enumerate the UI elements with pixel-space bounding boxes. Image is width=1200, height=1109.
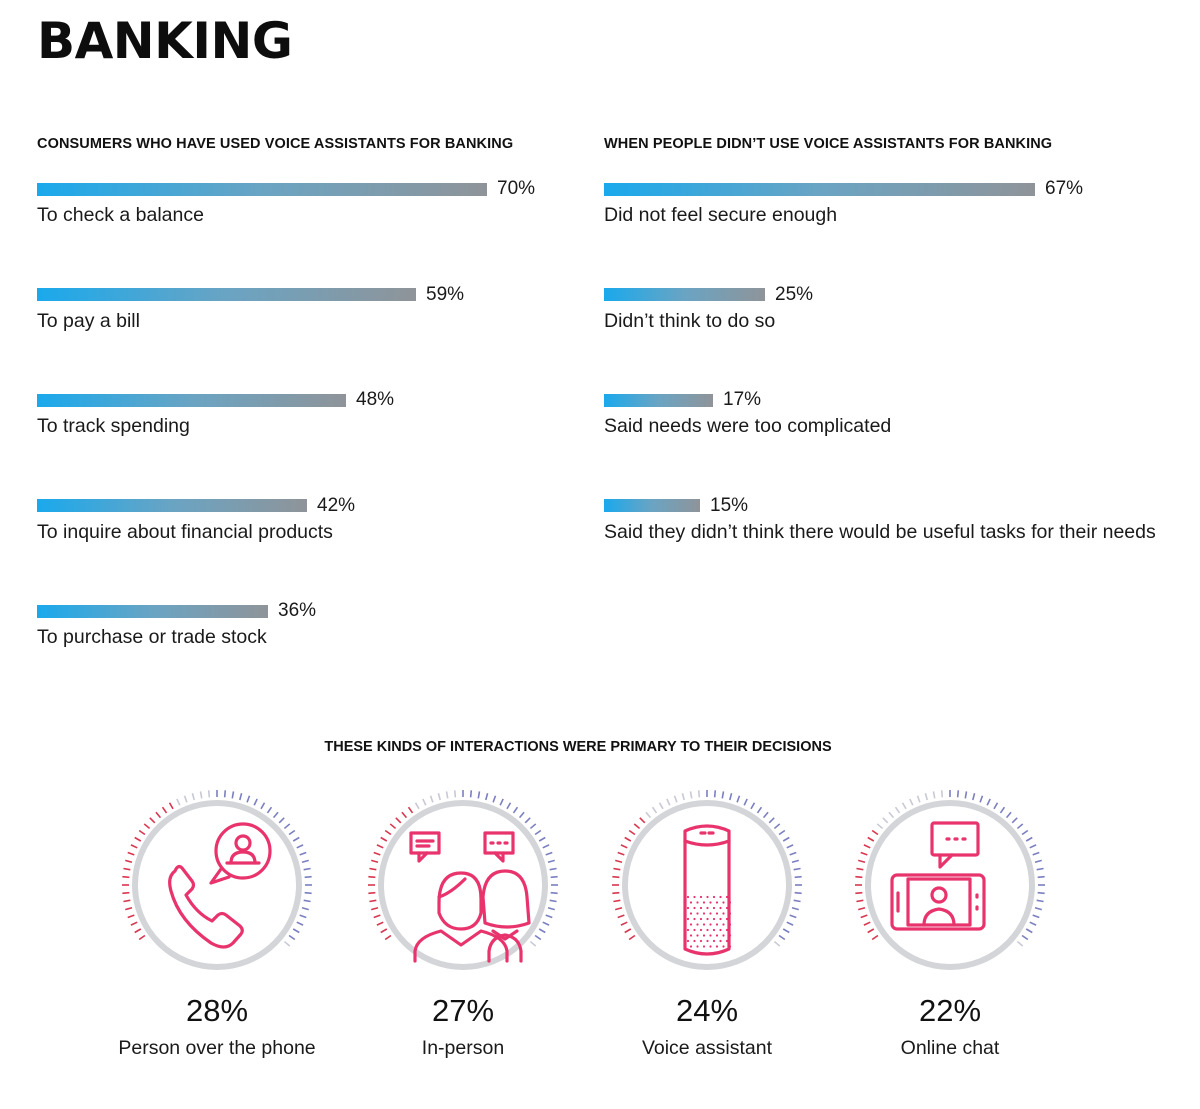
gauge-value-label: 22% <box>918 993 982 1028</box>
gauge-category-label: Online chat <box>900 1037 1000 1059</box>
interaction-gauge: 24% Voice assistant <box>607 785 807 1075</box>
used-row: 36% To purchase or trade stock <box>37 600 557 706</box>
gauge-ring <box>378 800 548 970</box>
used-category-label: To inquire about financial products <box>37 520 333 543</box>
phone-contact-icon <box>168 822 272 949</box>
not-used-row: 17% Said needs were too complicated <box>604 389 1194 495</box>
not-used-bar <box>604 182 1035 196</box>
not-used-value-label: 17% <box>723 389 762 410</box>
page-title: BANKING <box>37 12 293 70</box>
used-bar <box>37 499 307 512</box>
not-used-row: 15% Said they didn’t think there would be… <box>604 495 1194 601</box>
gauge-category-label: In-person <box>421 1037 505 1059</box>
interaction-gauge: 27% In-person <box>363 785 563 1075</box>
left-chart-title: CONSUMERS WHO HAVE USED VOICE ASSISTANTS… <box>37 136 514 152</box>
used-bar <box>37 604 268 618</box>
used-value-label: 59% <box>426 283 465 305</box>
gauge-ticks <box>855 790 1045 947</box>
not-used-bar-line: 67% <box>604 178 1194 200</box>
not-used-bar-line: 25% <box>604 284 1194 306</box>
gauge-value-label: 27% <box>431 993 495 1028</box>
used-chart: 70% To check a balance 59% To pay a bill 48%… <box>37 178 557 706</box>
gauge-ring <box>622 800 792 970</box>
smart-speaker-icon <box>683 824 732 956</box>
interactions-title: THESE KINDS OF INTERACTIONS WERE PRIMARY… <box>324 739 832 755</box>
not-used-category-label: Said needs were too complicated <box>604 415 892 437</box>
used-bar-line: 70% <box>37 178 557 200</box>
gauge-ticks <box>612 790 802 947</box>
used-category-label: To track spending <box>37 415 190 437</box>
used-row: 42% To inquire about financial products <box>37 495 557 601</box>
interactions-gauges: 28% Person over the phone 27% In-person 24% V… <box>0 785 1200 1085</box>
used-value-label: 42% <box>317 494 356 516</box>
gauge-category-label: Person over the phone <box>118 1037 316 1059</box>
gauge-svg <box>122 790 312 970</box>
interaction-gauge: 28% Person over the phone <box>117 785 317 1075</box>
not-used-value-label: 25% <box>775 283 814 305</box>
not-used-row: 67% Did not feel secure enough <box>604 178 1194 284</box>
not-used-value-label: 15% <box>710 494 749 516</box>
not-used-bar-line: 15% <box>604 495 1194 517</box>
used-value-label: 36% <box>278 600 317 621</box>
video-chat-icon <box>890 821 986 931</box>
gauge-value-label: 28% <box>185 993 249 1028</box>
gauge-ring <box>132 800 302 970</box>
gauge-svg <box>612 790 802 970</box>
used-value-label: 70% <box>497 178 536 199</box>
not-used-value-label: 67% <box>1045 178 1084 199</box>
used-bar <box>37 182 487 196</box>
interaction-gauge: 22% Online chat <box>850 785 1050 1075</box>
not-used-bar <box>604 499 700 512</box>
gauge-svg <box>368 790 558 970</box>
used-category-label: To check a balance <box>37 204 204 226</box>
used-row: 59% To pay a bill <box>37 284 557 390</box>
used-bar <box>37 393 346 407</box>
gauge-ring <box>865 800 1035 970</box>
used-bar-line: 36% <box>37 600 557 622</box>
used-row: 70% To check a balance <box>37 178 557 284</box>
used-bar-line: 42% <box>37 495 557 517</box>
gauge-ticks <box>368 790 558 947</box>
gauge-svg <box>855 790 1045 970</box>
right-chart-title: WHEN PEOPLE DIDN’T USE VOICE ASSISTANTS … <box>604 136 1053 152</box>
two-people-chat-icon <box>409 831 531 963</box>
used-category-label: To purchase or trade stock <box>37 626 267 648</box>
not-used-bar <box>604 288 765 301</box>
used-bar-line: 48% <box>37 389 557 411</box>
gauge-ticks <box>122 790 312 947</box>
used-bar-line: 59% <box>37 284 557 306</box>
used-category-label: To pay a bill <box>37 309 140 332</box>
not-used-bar <box>604 393 713 407</box>
not-used-row: 25% Didn’t think to do so <box>604 284 1194 390</box>
gauge-category-label: Voice assistant <box>641 1037 773 1059</box>
used-bar <box>37 288 416 301</box>
not-used-bar-line: 17% <box>604 389 1194 411</box>
not-used-category-label: Didn’t think to do so <box>604 309 776 332</box>
not-used-category-label: Said they didn’t think there would be us… <box>604 520 1156 543</box>
used-value-label: 48% <box>356 389 395 410</box>
not-used-category-label: Did not feel secure enough <box>604 204 838 226</box>
gauge-value-label: 24% <box>675 993 739 1028</box>
used-row: 48% To track spending <box>37 389 557 495</box>
not-used-chart: 67% Did not feel secure enough 25% Didn’t t… <box>604 178 1194 600</box>
